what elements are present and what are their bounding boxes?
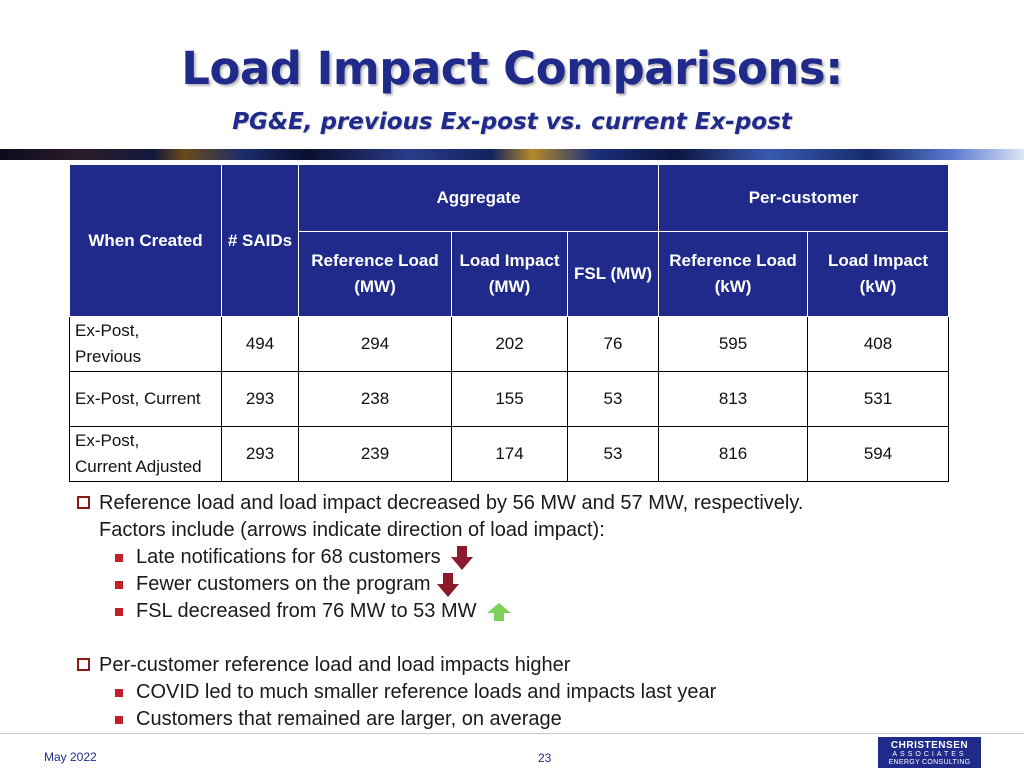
- cell-agg-load-impact: 174: [451, 426, 568, 482]
- company-logo: CHRISTENSEN ASSOCIATES ENERGY CONSULTING: [878, 737, 981, 768]
- row-label-line1: Ex-Post,: [75, 321, 140, 340]
- table-row: Ex-Post, Previous 494 294 202 76 595 408: [69, 316, 950, 372]
- header-aggregate: Aggregate: [297, 164, 660, 232]
- cell-agg-reference-load: 238: [298, 371, 452, 427]
- header-agg-load-impact-line1: Load Impact: [459, 251, 560, 270]
- checkbox-bullet-icon: [77, 658, 90, 671]
- header-pc-reference-load-line2: (kW): [714, 277, 752, 296]
- cell-agg-reference-load: 294: [298, 316, 452, 372]
- bullet-text-line1: Per-customer reference load and load imp…: [99, 654, 571, 676]
- row-label-line1: Ex-Post,: [75, 431, 140, 450]
- header-agg-reference-load-line2: (MW): [354, 277, 396, 296]
- decorative-banner: [0, 149, 1024, 160]
- footer-divider: [0, 733, 1024, 734]
- logo-line2: ASSOCIATES: [892, 751, 967, 758]
- footer-date: May 2022: [44, 750, 97, 764]
- cell-agg-load-impact: 155: [451, 371, 568, 427]
- header-pc-reference-load-line1: Reference Load: [669, 251, 797, 270]
- table-row: Ex-Post, Current Adjusted 293 239 174 53…: [69, 426, 950, 482]
- cell-agg-load-impact: 202: [451, 316, 568, 372]
- sub-bullet-text: Late notifications for 68 customers: [136, 546, 441, 568]
- header-agg-load-impact: Load Impact (MW): [451, 231, 568, 317]
- cell-pc-load-impact: 531: [807, 371, 950, 427]
- down-arrow-icon: [451, 545, 474, 570]
- cell-fsl: 76: [566, 316, 660, 372]
- row-label: Ex-Post, Previous: [69, 316, 222, 372]
- sub-bullet-text: Customers that remained are larger, on a…: [136, 708, 562, 730]
- page-number: 23: [538, 751, 552, 765]
- bullet-item: Per-customer reference load and load imp…: [75, 652, 975, 679]
- header-pc-load-impact-line2: (kW): [859, 277, 897, 296]
- header-pc-reference-load: Reference Load (kW): [658, 231, 809, 317]
- row-label-line2: Previous: [75, 347, 142, 366]
- row-label-line2: Current Adjusted: [75, 457, 202, 476]
- bullet-text-line2: Factors include (arrows indicate directi…: [99, 519, 605, 541]
- sub-bullet-item: Fewer customers on the program: [75, 571, 975, 598]
- sub-bullet-item: Late notifications for 68 customers: [75, 544, 975, 571]
- header-agg-reference-load: Reference Load (MW): [298, 231, 452, 317]
- checkbox-bullet-icon: [77, 496, 90, 509]
- cell-agg-reference-load: 239: [298, 426, 452, 482]
- square-bullet-icon: [115, 554, 123, 562]
- square-bullet-icon: [115, 716, 123, 724]
- row-label: Ex-Post, Current: [69, 371, 222, 427]
- comparison-table: When Created # SAIDs Aggregate Per-custo…: [69, 164, 950, 482]
- header-agg-reference-load-line1: Reference Load: [311, 251, 439, 270]
- square-bullet-icon: [115, 689, 123, 697]
- header-when-created: When Created: [69, 164, 222, 317]
- cell-saids: 494: [221, 316, 299, 372]
- table-row: Ex-Post, Current 293 238 155 53 813 531: [69, 371, 950, 427]
- row-label: Ex-Post, Current Adjusted: [69, 426, 222, 482]
- cell-saids: 293: [221, 371, 299, 427]
- cell-saids: 293: [221, 426, 299, 482]
- square-bullet-icon: [115, 608, 123, 616]
- bullet-item: Reference load and load impact decreased…: [75, 490, 975, 544]
- bullet-text-line1: Reference load and load impact decreased…: [99, 492, 804, 514]
- row-label-line1: Ex-Post, Current: [75, 389, 201, 408]
- square-bullet-icon: [115, 581, 123, 589]
- header-fsl: FSL (MW): [566, 231, 660, 317]
- cell-fsl: 53: [566, 426, 660, 482]
- header-pc-load-impact: Load Impact (kW): [807, 231, 950, 317]
- sub-bullet-item: Customers that remained are larger, on a…: [75, 706, 975, 733]
- sub-bullet-item: COVID led to much smaller reference load…: [75, 679, 975, 706]
- slide-subtitle: PG&E, previous Ex-post vs. current Ex-po…: [232, 109, 792, 135]
- spacer: [75, 625, 975, 652]
- logo-line1: CHRISTENSEN: [890, 740, 969, 751]
- bullet-content: Reference load and load impact decreased…: [75, 490, 975, 733]
- header-saids: # SAIDs: [221, 164, 299, 317]
- sub-bullet-text: COVID led to much smaller reference load…: [136, 681, 717, 703]
- header-agg-load-impact-line2: (MW): [488, 277, 531, 296]
- cell-pc-load-impact: 408: [807, 316, 950, 372]
- cell-pc-reference-load: 816: [658, 426, 809, 482]
- cell-pc-reference-load: 813: [658, 371, 809, 427]
- down-arrow-icon: [437, 572, 460, 597]
- logo-line3: ENERGY CONSULTING: [888, 759, 971, 766]
- sub-bullet-text: FSL decreased from 76 MW to 53 MW: [136, 600, 477, 622]
- sub-bullet-item: FSL decreased from 76 MW to 53 MW: [75, 598, 975, 625]
- up-arrow-icon: [487, 602, 512, 621]
- cell-pc-load-impact: 594: [807, 426, 950, 482]
- cell-fsl: 53: [566, 371, 660, 427]
- header-per-customer: Per-customer: [658, 164, 950, 232]
- header-pc-load-impact-line1: Load Impact: [827, 251, 929, 270]
- cell-pc-reference-load: 595: [658, 316, 809, 372]
- sub-bullet-text: Fewer customers on the program: [136, 573, 431, 595]
- slide-title: Load Impact Comparisons:: [181, 42, 843, 95]
